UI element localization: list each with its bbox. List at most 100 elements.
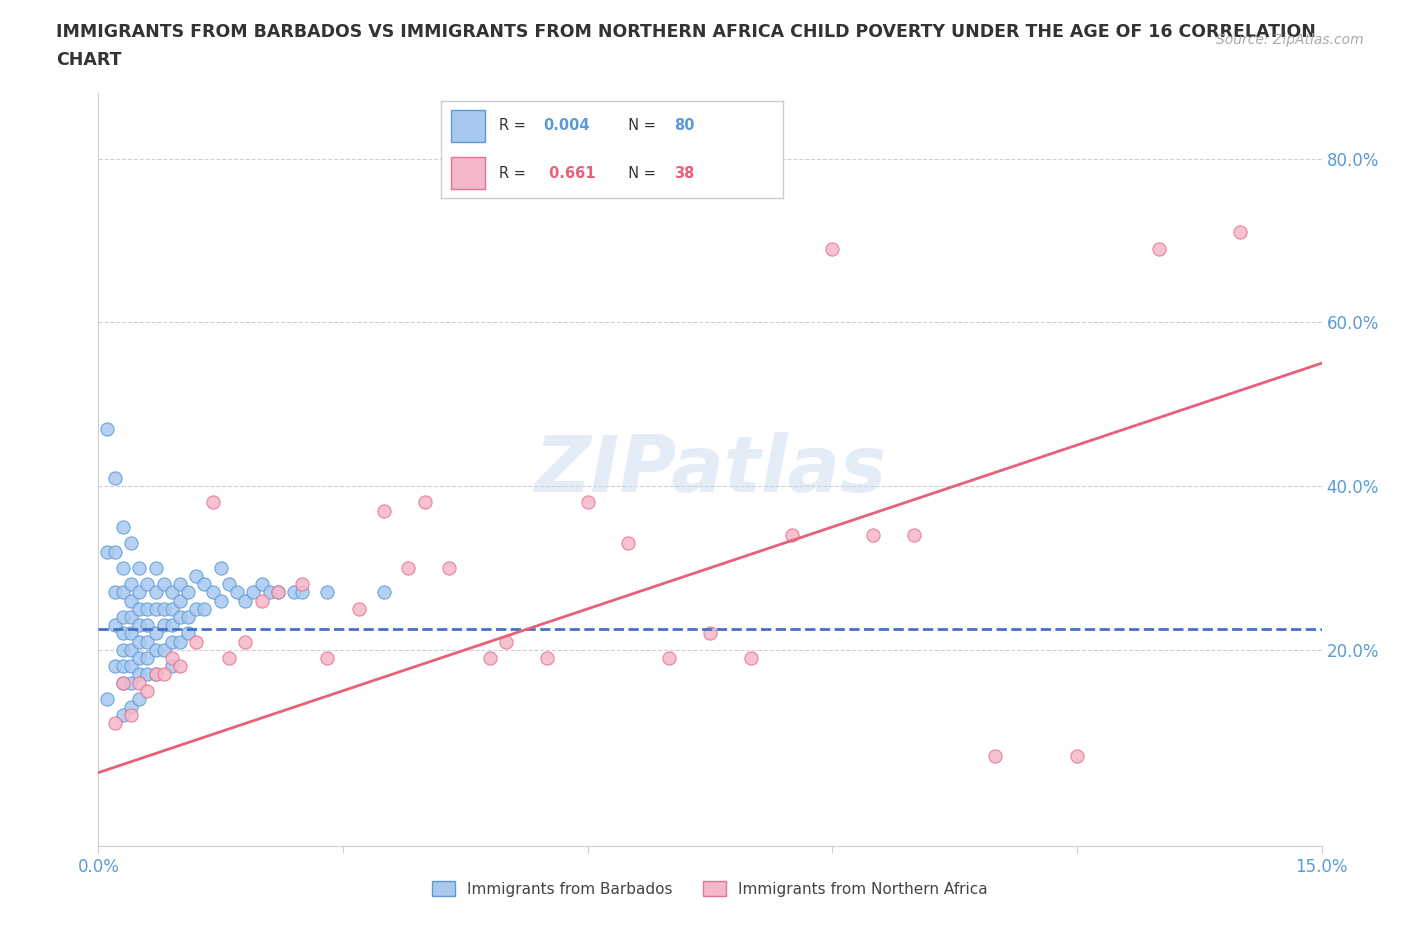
Point bbox=[209, 593, 232, 608]
Point bbox=[242, 585, 264, 600]
Point bbox=[821, 241, 844, 256]
Point bbox=[177, 626, 200, 641]
Point bbox=[780, 527, 803, 542]
Point bbox=[315, 585, 337, 600]
Point bbox=[145, 667, 167, 682]
Point bbox=[111, 675, 134, 690]
Point bbox=[152, 667, 174, 682]
Point bbox=[152, 618, 174, 632]
Point bbox=[120, 577, 142, 591]
Point bbox=[396, 561, 419, 576]
Point bbox=[437, 561, 460, 576]
Point bbox=[576, 495, 599, 510]
Point bbox=[128, 602, 150, 617]
Point bbox=[120, 699, 142, 714]
Point bbox=[233, 634, 256, 649]
Point bbox=[136, 634, 159, 649]
Point bbox=[128, 634, 150, 649]
Point bbox=[96, 544, 118, 559]
Point bbox=[152, 577, 174, 591]
Point bbox=[315, 651, 337, 666]
Point bbox=[259, 585, 281, 600]
Point bbox=[862, 527, 884, 542]
Point bbox=[128, 675, 150, 690]
Point bbox=[478, 651, 501, 666]
Point bbox=[291, 585, 314, 600]
Point bbox=[699, 626, 721, 641]
Text: IMMIGRANTS FROM BARBADOS VS IMMIGRANTS FROM NORTHERN AFRICA CHILD POVERTY UNDER : IMMIGRANTS FROM BARBADOS VS IMMIGRANTS F… bbox=[56, 23, 1316, 41]
Point bbox=[984, 749, 1007, 764]
Point bbox=[169, 609, 191, 624]
Point bbox=[160, 658, 183, 673]
Point bbox=[104, 716, 127, 731]
Point bbox=[136, 618, 159, 632]
Point bbox=[349, 602, 371, 617]
Point bbox=[186, 634, 208, 649]
Point bbox=[250, 577, 273, 591]
Point bbox=[233, 593, 256, 608]
Point bbox=[104, 658, 127, 673]
Point bbox=[128, 585, 150, 600]
Point bbox=[160, 585, 183, 600]
Point bbox=[128, 618, 150, 632]
Point bbox=[495, 634, 517, 649]
Point bbox=[111, 708, 134, 723]
Point bbox=[160, 602, 183, 617]
Point bbox=[96, 692, 118, 707]
Point bbox=[145, 561, 167, 576]
Point bbox=[169, 658, 191, 673]
Point bbox=[145, 667, 167, 682]
Point bbox=[177, 585, 200, 600]
Point bbox=[226, 585, 249, 600]
Point bbox=[111, 626, 134, 641]
Point bbox=[111, 643, 134, 658]
Point bbox=[169, 577, 191, 591]
Point bbox=[128, 667, 150, 682]
Point bbox=[136, 684, 159, 698]
Point bbox=[120, 593, 142, 608]
Point bbox=[160, 634, 183, 649]
Point bbox=[1229, 225, 1251, 240]
Point bbox=[740, 651, 762, 666]
Point bbox=[111, 675, 134, 690]
Text: ZIPatlas: ZIPatlas bbox=[534, 432, 886, 508]
Point bbox=[128, 692, 150, 707]
Point bbox=[128, 651, 150, 666]
Point bbox=[1066, 749, 1088, 764]
Point bbox=[186, 602, 208, 617]
Point bbox=[201, 495, 224, 510]
Text: Source: ZipAtlas.com: Source: ZipAtlas.com bbox=[1216, 33, 1364, 46]
Point bbox=[120, 708, 142, 723]
Point bbox=[120, 626, 142, 641]
Point bbox=[209, 561, 232, 576]
Point bbox=[617, 536, 640, 551]
Point bbox=[120, 536, 142, 551]
Point bbox=[169, 634, 191, 649]
Legend: Immigrants from Barbados, Immigrants from Northern Africa: Immigrants from Barbados, Immigrants fro… bbox=[426, 874, 994, 903]
Point bbox=[120, 658, 142, 673]
Point bbox=[193, 577, 215, 591]
Point bbox=[160, 651, 183, 666]
Point bbox=[291, 577, 314, 591]
Point bbox=[413, 495, 436, 510]
Point bbox=[218, 651, 240, 666]
Point bbox=[145, 643, 167, 658]
Point bbox=[218, 577, 240, 591]
Point bbox=[160, 618, 183, 632]
Point bbox=[104, 585, 127, 600]
Point bbox=[96, 421, 118, 436]
Point bbox=[145, 585, 167, 600]
Point bbox=[136, 602, 159, 617]
Point bbox=[104, 544, 127, 559]
Point bbox=[111, 561, 134, 576]
Point bbox=[111, 520, 134, 535]
Text: CHART: CHART bbox=[56, 51, 122, 69]
Point bbox=[283, 585, 305, 600]
Point bbox=[145, 626, 167, 641]
Point bbox=[111, 609, 134, 624]
Point bbox=[136, 577, 159, 591]
Point bbox=[104, 471, 127, 485]
Point bbox=[201, 585, 224, 600]
Point bbox=[136, 667, 159, 682]
Point bbox=[145, 602, 167, 617]
